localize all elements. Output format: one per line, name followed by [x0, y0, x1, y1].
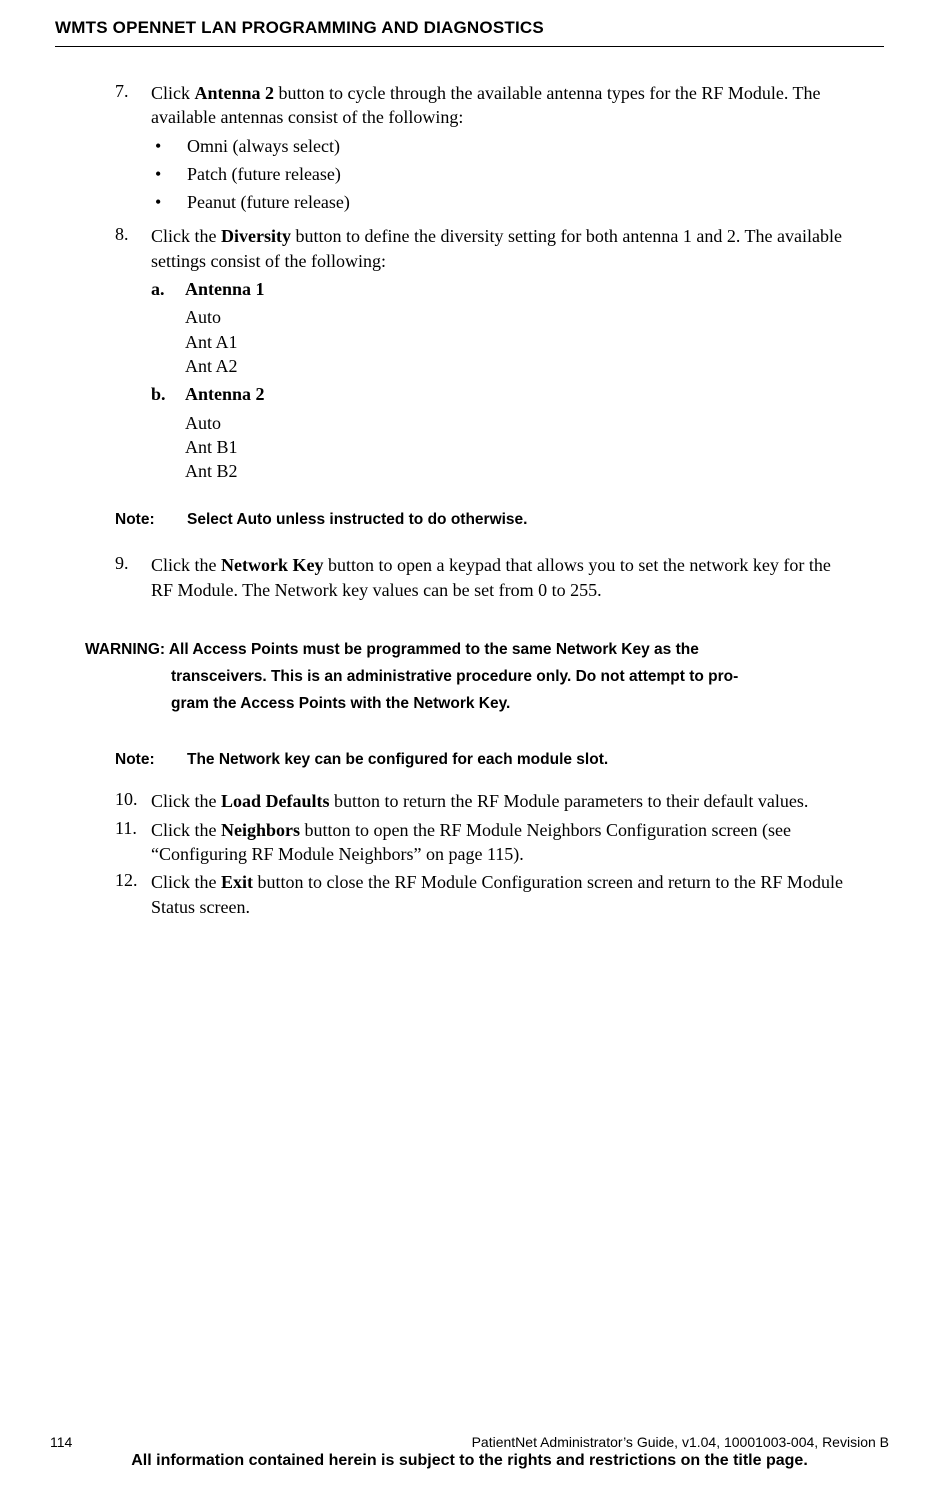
footer-notice: All information contained herein is subj… [50, 1452, 889, 1470]
line: Ant A2 [185, 354, 844, 378]
text: Click the [151, 791, 221, 811]
bullet-item: •Omni (always select) [151, 134, 844, 158]
text: Click [151, 83, 195, 103]
content-area: 7. Click Antenna 2 button to cycle throu… [55, 81, 884, 919]
bold-term: Antenna 2 [195, 83, 275, 103]
bullet-text: Patch (future release) [187, 162, 341, 186]
line: Ant A1 [185, 330, 844, 354]
doc-info: PatientNet Administrator’s Guide, v1.04,… [472, 1434, 889, 1450]
step-10: 10. Click the Load Defaults button to re… [115, 789, 844, 813]
bold-term: Exit [221, 872, 253, 892]
substep-a: a. Antenna 1 Auto Ant A1 Ant A2 [151, 277, 844, 378]
warning-line-2: transceivers. This is an administrative … [85, 663, 844, 690]
step-number: 10. [115, 789, 151, 813]
step-7: 7. Click Antenna 2 button to cycle throu… [115, 81, 844, 218]
text: Click the [151, 226, 221, 246]
note-body: Select Auto unless instructed to do othe… [187, 511, 844, 529]
step-body: Click the Neighbors button to open the R… [151, 818, 844, 867]
note-label: Note: [115, 751, 187, 769]
note-label: Note: [115, 511, 187, 529]
text: Click the [151, 872, 221, 892]
substep-body: Antenna 1 Auto Ant A1 Ant A2 [185, 277, 844, 378]
step-body: Click the Diversity button to define the… [151, 224, 844, 483]
bullet-item: •Patch (future release) [151, 162, 844, 186]
substep-head: Antenna 2 [185, 384, 265, 404]
note-1: Note: Select Auto unless instructed to d… [115, 511, 844, 529]
line: Auto [185, 411, 844, 435]
page-number: 114 [50, 1434, 72, 1450]
substep-b: b. Antenna 2 Auto Ant B1 Ant B2 [151, 382, 844, 483]
substep-lines: Auto Ant A1 Ant A2 [185, 305, 844, 378]
step-body: Click Antenna 2 button to cycle through … [151, 81, 844, 218]
substep-lines: Auto Ant B1 Ant B2 [185, 411, 844, 484]
step-8: 8. Click the Diversity button to define … [115, 224, 844, 483]
note-body: The Network key can be configured for ea… [187, 751, 844, 769]
text: Click the [151, 820, 221, 840]
note-2: Note: The Network key can be configured … [115, 751, 844, 769]
page-header: WMTS OPENNET LAN PROGRAMMING AND DIAGNOS… [55, 18, 884, 47]
step-number: 11. [115, 818, 151, 867]
bullet-text: Omni (always select) [187, 134, 340, 158]
bold-term: Diversity [221, 226, 291, 246]
step-9: 9. Click the Network Key button to open … [115, 553, 844, 602]
substep-head: Antenna 1 [185, 279, 265, 299]
bullet-mark: • [151, 134, 187, 158]
bold-term: Load Defaults [221, 791, 330, 811]
bullet-item: •Peanut (future release) [151, 190, 844, 214]
text: button to return the RF Module parameter… [330, 791, 809, 811]
line: Ant B1 [185, 435, 844, 459]
line: Ant B2 [185, 459, 844, 483]
line: Auto [185, 305, 844, 329]
step-body: Click the Load Defaults button to return… [151, 789, 844, 813]
step-body: Click the Exit button to close the RF Mo… [151, 870, 844, 919]
substep-number: a. [151, 277, 185, 378]
step-12: 12. Click the Exit button to close the R… [115, 870, 844, 919]
step-number: 7. [115, 81, 151, 218]
bullet-text: Peanut (future release) [187, 190, 350, 214]
bold-term: Network Key [221, 555, 323, 575]
text: Click the [151, 555, 221, 575]
footer-top-row: 114 PatientNet Administrator’s Guide, v1… [50, 1434, 889, 1450]
page-footer: 114 PatientNet Administrator’s Guide, v1… [0, 1434, 939, 1470]
bullet-mark: • [151, 190, 187, 214]
step-number: 12. [115, 870, 151, 919]
step-body: Click the Network Key button to open a k… [151, 553, 844, 602]
bullet-list: •Omni (always select) •Patch (future rel… [151, 134, 844, 215]
substep-body: Antenna 2 Auto Ant B1 Ant B2 [185, 382, 844, 483]
warning-text: All Access Points must be programmed to … [169, 641, 699, 658]
bullet-mark: • [151, 162, 187, 186]
step-number: 8. [115, 224, 151, 483]
step-11: 11. Click the Neighbors button to open t… [115, 818, 844, 867]
substep-number: b. [151, 382, 185, 483]
warning-line-3: gram the Access Points with the Network … [85, 690, 844, 717]
text: button to close the RF Module Configurat… [151, 872, 843, 916]
step-number: 9. [115, 553, 151, 602]
bold-term: Neighbors [221, 820, 300, 840]
warning-block: WARNING: All Access Points must be progr… [85, 636, 844, 717]
warning-label: WARNING: [85, 641, 169, 658]
warning-line-1: WARNING: All Access Points must be progr… [85, 636, 844, 663]
